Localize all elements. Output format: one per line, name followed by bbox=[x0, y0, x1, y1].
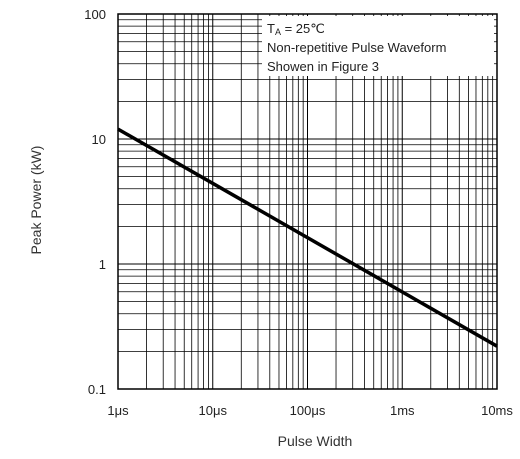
grid bbox=[118, 14, 497, 389]
y-axis-title: Peak Power (kW) bbox=[28, 146, 44, 255]
y-tick-label: 1 bbox=[99, 257, 106, 272]
peak-power-line bbox=[117, 127, 498, 348]
y-tick-label: 10 bbox=[92, 132, 106, 147]
x-axis-title: Pulse Width bbox=[278, 433, 353, 449]
x-axis-ticks: 1μs 10μs 100μs 1ms 10ms bbox=[107, 403, 513, 418]
annotation-temperature: TA = 25℃ bbox=[267, 21, 325, 37]
annotation-waveform: Non-repetitive Pulse Waveform bbox=[267, 40, 446, 55]
y-tick-label: 100 bbox=[84, 7, 106, 22]
y-axis-ticks: 0.1 1 10 100 bbox=[84, 7, 106, 397]
x-tick-label: 1ms bbox=[390, 403, 415, 418]
plot-frame bbox=[117, 13, 498, 390]
x-tick-label: 10ms bbox=[481, 403, 513, 418]
x-tick-label: 10μs bbox=[199, 403, 228, 418]
annotation-figure-ref: Showen in Figure 3 bbox=[267, 59, 379, 74]
series-layer bbox=[117, 127, 498, 348]
x-tick-label: 100μs bbox=[290, 403, 326, 418]
x-tick-label: 1μs bbox=[107, 403, 129, 418]
annotation-box: TA = 25℃ Non-repetitive Pulse Waveform S… bbox=[262, 16, 494, 76]
annotation-background bbox=[262, 16, 494, 76]
y-tick-label: 0.1 bbox=[88, 382, 106, 397]
